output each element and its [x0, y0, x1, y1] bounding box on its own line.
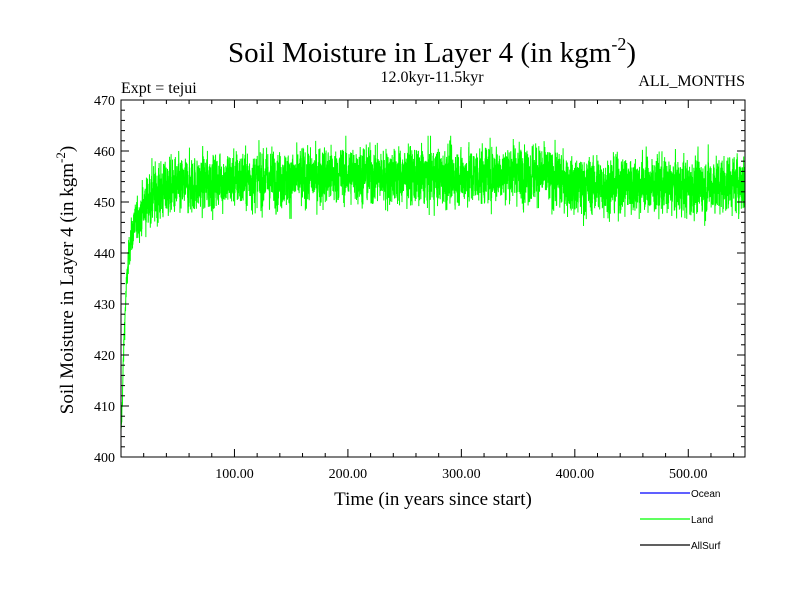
- legend-allsurf-label: AllSurf: [691, 541, 721, 552]
- y-tick-label: 400: [94, 451, 115, 466]
- x-tick-label: 300.00: [442, 467, 481, 482]
- plot-area: [120, 135, 746, 432]
- y-tick-label: 440: [94, 247, 115, 262]
- legend: Ocean Land AllSurf: [640, 489, 721, 552]
- y-tick-label: 410: [94, 400, 115, 415]
- x-tick-label: 200.00: [329, 467, 368, 482]
- x-tick-label: 100.00: [215, 467, 254, 482]
- y-tick-label: 460: [94, 145, 115, 160]
- axis-ticks: 400 410 420 430 440 450 460 470 100.00 200.00 300.…: [94, 94, 745, 482]
- y-tick-label: 450: [94, 196, 115, 211]
- chart-title: Soil Moisture in Layer 4 (in kgm-2): [228, 34, 636, 69]
- months-label: ALL_MONTHS: [638, 73, 745, 90]
- experiment-label: Expt = tejui: [121, 80, 197, 97]
- legend-land-label: Land: [691, 515, 713, 526]
- x-axis-label: Time (in years since start): [334, 489, 532, 510]
- y-tick-label: 430: [94, 298, 115, 313]
- period-subtitle: 12.0kyr-11.5kyr: [380, 69, 484, 86]
- x-tick-label: 400.00: [556, 467, 595, 482]
- y-axis-label: Soil Moisture in Layer 4 (in kgm-2): [53, 146, 78, 414]
- y-tick-label: 470: [94, 94, 115, 109]
- legend-ocean-label: Ocean: [691, 489, 720, 500]
- plot-frame: [120, 99, 746, 458]
- x-tick-label: 500.00: [669, 467, 708, 482]
- y-tick-label: 420: [94, 349, 115, 364]
- land-series-line: [120, 135, 746, 432]
